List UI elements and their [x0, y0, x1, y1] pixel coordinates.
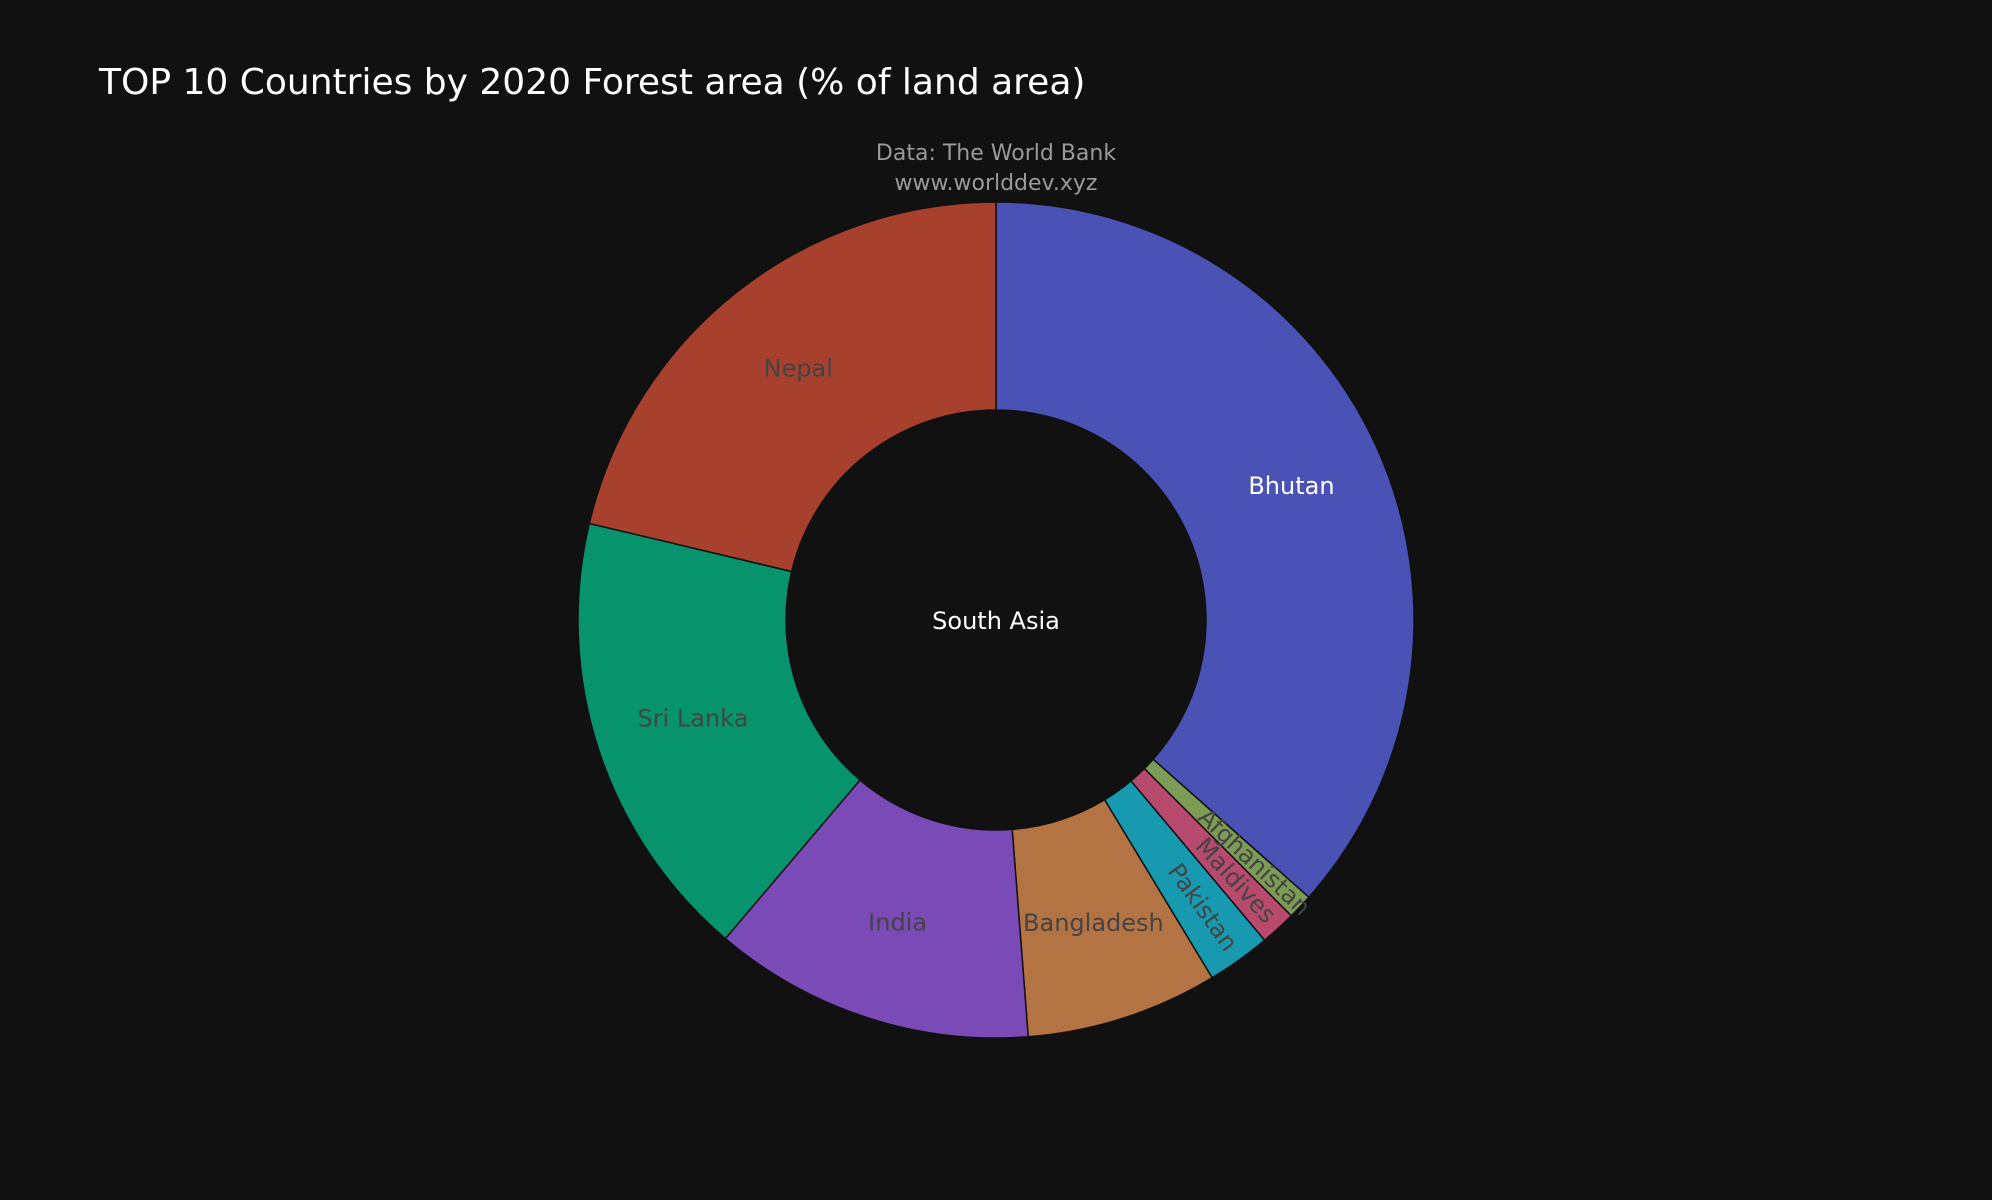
slice-label-sri-lanka: Sri Lanka — [637, 704, 748, 732]
donut-center-label: South Asia — [932, 607, 1060, 635]
donut-slices — [577, 201, 1415, 1039]
slice-label-bhutan: Bhutan — [1248, 472, 1334, 500]
slice-nepal[interactable] — [588, 201, 997, 573]
source-line-2: www.worlddev.xyz — [894, 171, 1098, 196]
slice-label-india: India — [868, 908, 927, 936]
slice-label-nepal: Nepal — [764, 355, 833, 383]
source-line-1: Data: The World Bank — [875, 141, 1117, 166]
slice-label-bangladesh: Bangladesh — [1023, 909, 1164, 937]
source-annotation: Data: The World Bank www.worlddev.xyz — [796, 139, 1196, 199]
chart-title: TOP 10 Countries by 2020 Forest area (% … — [99, 62, 1086, 103]
slice-bhutan[interactable] — [995, 201, 1415, 899]
slice-india[interactable] — [724, 778, 1030, 1039]
slice-sri-lanka[interactable] — [577, 522, 862, 940]
